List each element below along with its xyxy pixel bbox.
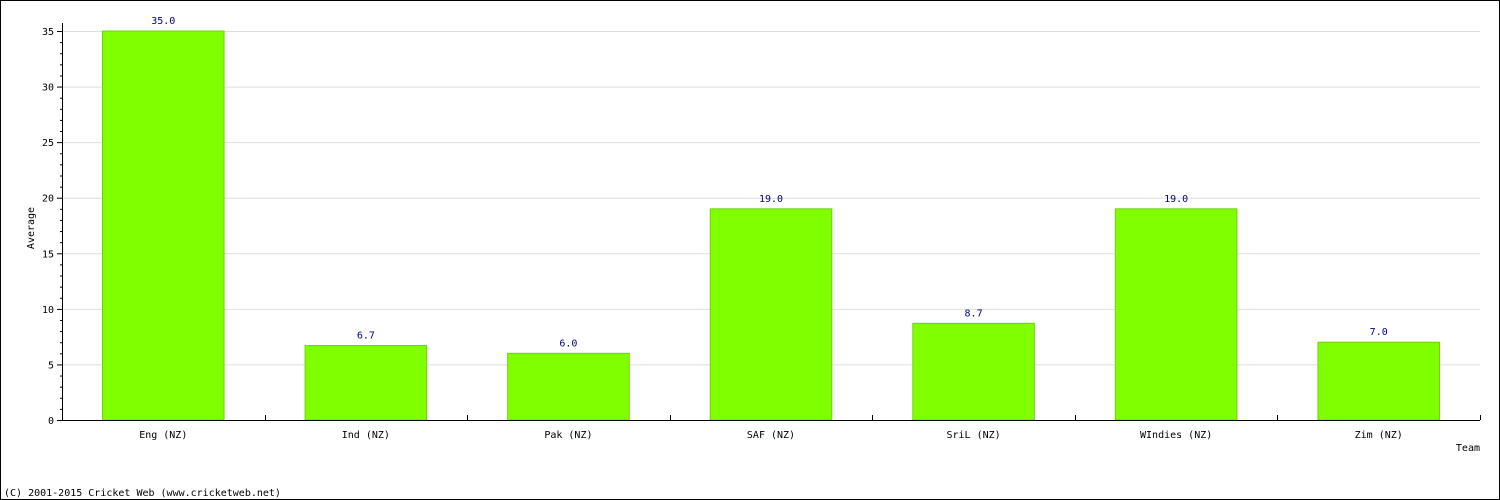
bar (507, 352, 630, 421)
x-tick-labels: Eng (NZ) Ind (NZ) Pak (NZ) SAF (NZ) SriL (NZ… (139, 430, 1403, 441)
value-label: 6.0 (559, 338, 577, 349)
bar (709, 208, 833, 421)
x-tick-label: WIndies (NZ) (1140, 430, 1212, 441)
value-label: 35.0 (151, 16, 175, 27)
bar (1114, 208, 1238, 421)
x-tick-label: Eng (NZ) (139, 430, 187, 441)
bars (102, 30, 1440, 421)
x-tick-label: SAF (NZ) (747, 430, 795, 441)
value-label: 6.7 (357, 331, 375, 342)
value-label: 8.7 (965, 308, 983, 319)
copyright-footer: (C) 2001-2015 Cricket Web (www.cricketwe… (4, 488, 281, 499)
y-tick-label: 10 (42, 305, 54, 316)
axes (57, 23, 1481, 421)
bar (1317, 341, 1440, 421)
y-tick-label: 25 (42, 138, 54, 149)
y-tick-label: 0 (48, 416, 54, 427)
bar (912, 322, 1035, 421)
value-label: 19.0 (759, 194, 783, 205)
x-tick-label: Zim (NZ) (1355, 430, 1403, 441)
x-tick-label: Pak (NZ) (544, 430, 592, 441)
y-axis-label: Average (26, 207, 37, 249)
y-tick-label: 20 (42, 194, 54, 205)
x-tick-label: SriL (NZ) (946, 430, 1000, 441)
x-tick-label: Ind (NZ) (342, 430, 390, 441)
y-tick-label: 35 (42, 27, 54, 38)
value-labels: 35.0 6.7 6.0 19.0 8.7 19.0 7.0 (151, 16, 1388, 349)
y-tick-labels: 0 5 10 15 20 25 30 35 (42, 27, 54, 427)
bar (304, 345, 428, 421)
y-tick-label: 30 (42, 83, 54, 94)
value-label: 19.0 (1164, 194, 1188, 205)
y-tick-label: 5 (48, 360, 54, 371)
value-label: 7.0 (1370, 327, 1388, 338)
y-tick-label: 15 (42, 249, 54, 260)
bar (102, 30, 225, 421)
x-axis-label: Team (1456, 443, 1480, 454)
